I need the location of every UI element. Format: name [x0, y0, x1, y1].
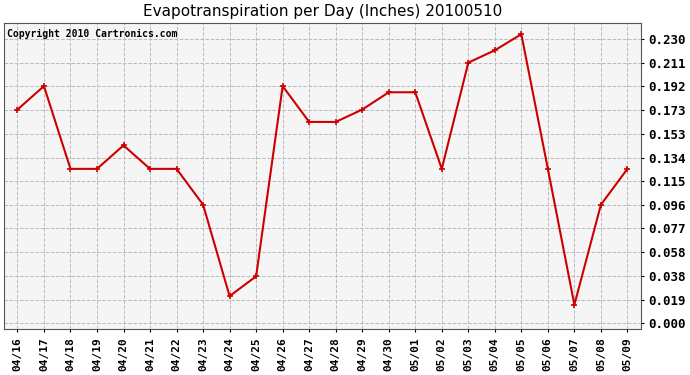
- Title: Evapotranspiration per Day (Inches) 20100510: Evapotranspiration per Day (Inches) 2010…: [143, 4, 502, 19]
- Text: Copyright 2010 Cartronics.com: Copyright 2010 Cartronics.com: [8, 29, 178, 39]
